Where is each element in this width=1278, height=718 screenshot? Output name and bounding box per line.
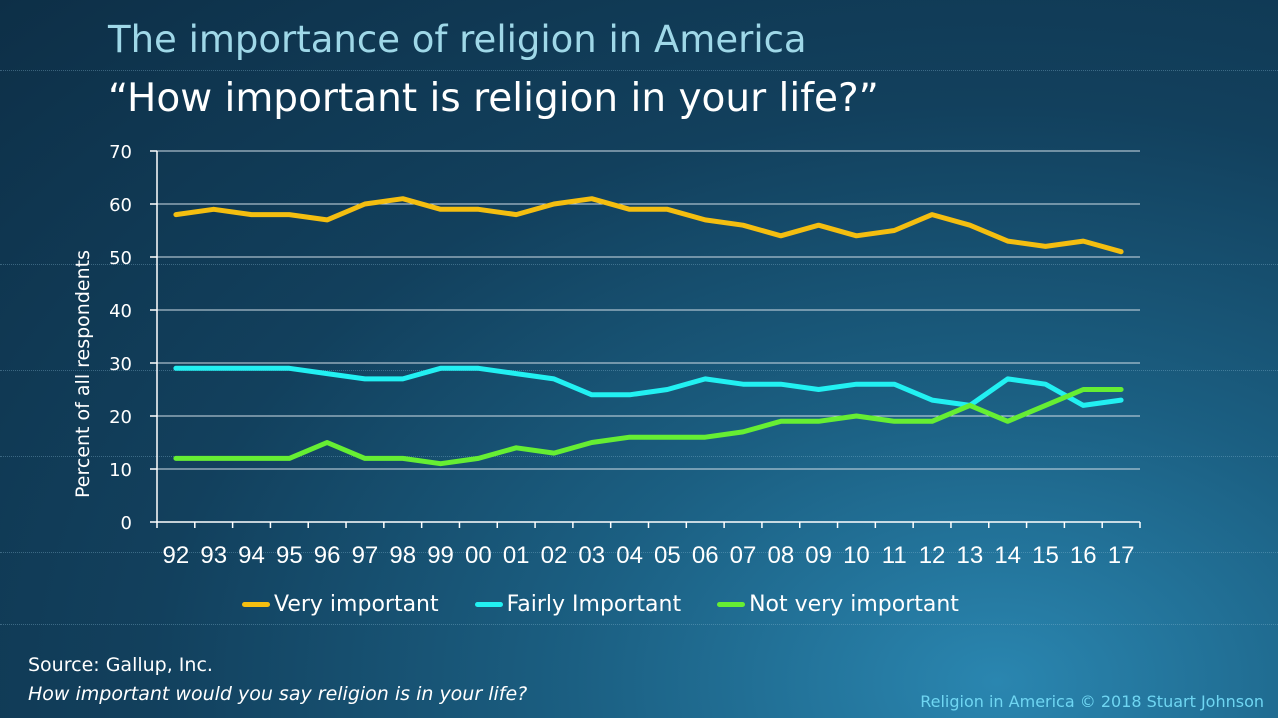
x-tick-label: 02: [541, 542, 568, 569]
x-tick-label: 97: [352, 542, 379, 569]
y-axis-label: Percent of all respondents: [72, 250, 94, 498]
x-tick-label: 99: [427, 542, 454, 569]
y-tick-label: 50: [109, 248, 132, 269]
legend-item-very-important: Very important: [242, 592, 439, 617]
legend-swatch: [717, 602, 746, 607]
x-tick-label: 16: [1070, 542, 1097, 569]
legend-item-fairly-important: Fairly Important: [474, 592, 682, 617]
x-tick-label: 10: [843, 542, 870, 569]
question-note: How important would you say religion is …: [28, 683, 528, 705]
legend-label: Not very important: [749, 592, 959, 617]
decorative-dotted-line: [0, 264, 1278, 265]
legend-item-not-very-important: Not very important: [717, 592, 959, 617]
x-tick-label: 96: [314, 542, 341, 569]
decorative-dotted-line: [0, 552, 1278, 553]
x-tick-label: 94: [238, 542, 265, 569]
decorative-dotted-line: [0, 370, 1278, 371]
decorative-dotted-line: [0, 70, 1278, 71]
x-tick-label: 13: [957, 542, 984, 569]
y-tick-label: 10: [109, 460, 132, 481]
x-tick-label: 17: [1108, 542, 1135, 569]
legend-label: Fairly Important: [506, 592, 682, 617]
x-tick-label: 95: [276, 542, 303, 569]
x-tick-label: 03: [578, 542, 605, 569]
x-tick-label: 08: [767, 542, 794, 569]
x-tick-label: 12: [919, 542, 946, 569]
y-tick-label: 0: [121, 513, 132, 534]
decorative-dotted-line: [0, 624, 1278, 625]
x-tick-label: 06: [692, 542, 719, 569]
y-tick-label: 70: [109, 142, 132, 163]
x-tick-label: 14: [994, 542, 1021, 569]
x-tick-label: 09: [805, 542, 832, 569]
y-tick-label: 40: [109, 301, 132, 322]
chart-legend: Very important Fairly Important Not very…: [242, 592, 995, 617]
x-tick-label: 07: [730, 542, 757, 569]
x-tick-label: 00: [465, 542, 492, 569]
y-tick-label: 20: [109, 407, 132, 428]
x-tick-label: 93: [200, 542, 227, 569]
legend-swatch: [474, 602, 503, 607]
x-tick-label: 04: [616, 542, 643, 569]
series-line-not-very-important: [173, 387, 1124, 467]
legend-swatch: [242, 602, 270, 607]
legend-label: Very important: [274, 592, 439, 617]
source-note: Source: Gallup, Inc.: [28, 654, 213, 676]
slide-title: The importance of religion in America: [108, 18, 807, 61]
copyright-footer: Religion in America © 2018 Stuart Johnso…: [920, 692, 1264, 711]
y-tick-label: 60: [109, 195, 132, 216]
x-tick-label: 92: [163, 542, 190, 569]
series-line-very-important: [173, 196, 1124, 255]
x-tick-label: 05: [654, 542, 681, 569]
slide-subtitle: “How important is religion in your life?…: [108, 76, 879, 121]
y-tick-label: 30: [109, 354, 132, 375]
series-line-fairly-important: [173, 365, 1124, 408]
x-tick-label: 15: [1032, 542, 1059, 569]
x-tick-label: 98: [389, 542, 416, 569]
decorative-dotted-line: [0, 456, 1278, 457]
x-tick-label: 11: [882, 542, 907, 569]
x-tick-label: 01: [503, 542, 530, 569]
